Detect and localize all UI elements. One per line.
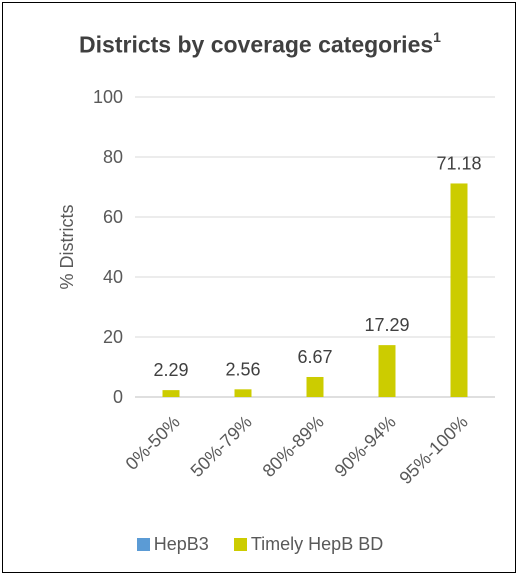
y-axis-label: % Districts bbox=[57, 205, 77, 290]
chart-frame: Districts by coverage categories1 0 20 40 6… bbox=[2, 2, 516, 573]
bar-chart: 0 20 40 60 80 100 % Districts 2.29 0%-50% 2.56 50%… bbox=[57, 87, 495, 488]
chart-title-text: Districts by coverage categories bbox=[79, 31, 434, 58]
bar-timely-hepb-bd bbox=[234, 389, 252, 397]
y-tick-label: 60 bbox=[103, 207, 123, 227]
bar-timely-hepb-bd bbox=[450, 183, 468, 397]
legend-label-hepb3: HepB3 bbox=[153, 534, 209, 554]
legend-swatch-timely-hepb-bd bbox=[233, 538, 247, 551]
legend-item-hepb3: HepB3 bbox=[136, 534, 209, 555]
y-tick-label: 40 bbox=[103, 267, 123, 287]
data-label: 6.67 bbox=[297, 347, 332, 367]
bar-timely-hepb-bd bbox=[378, 345, 396, 397]
x-tick-label: 90%-94% bbox=[330, 412, 399, 481]
chart-legend: HepB3 Timely HepB BD bbox=[3, 534, 517, 556]
data-label: 71.18 bbox=[436, 153, 481, 173]
y-tick-label: 0 bbox=[113, 387, 123, 407]
chart-title-superscript: 1 bbox=[433, 29, 441, 45]
bar-timely-hepb-bd bbox=[306, 376, 324, 397]
y-tick-label: 20 bbox=[103, 327, 123, 347]
x-tick-label: 80%-89% bbox=[258, 412, 327, 481]
x-tick-label: 50%-79% bbox=[186, 412, 255, 481]
legend-item-timely-hepb-bd: Timely HepB BD bbox=[233, 534, 384, 555]
legend-label-timely-hepb-bd: Timely HepB BD bbox=[250, 534, 384, 554]
y-tick-label: 80 bbox=[103, 147, 123, 167]
data-label: 17.29 bbox=[364, 315, 409, 335]
data-label: 2.56 bbox=[225, 359, 260, 379]
data-label: 2.29 bbox=[153, 360, 188, 380]
y-tick-label: 100 bbox=[93, 87, 123, 107]
bar-timely-hepb-bd bbox=[162, 390, 180, 397]
chart-title: Districts by coverage categories1 bbox=[3, 29, 517, 59]
x-tick-label: 0%-50% bbox=[122, 412, 184, 474]
legend-swatch-hepb3 bbox=[136, 538, 150, 551]
x-tick-label: 95%-100% bbox=[395, 412, 471, 488]
